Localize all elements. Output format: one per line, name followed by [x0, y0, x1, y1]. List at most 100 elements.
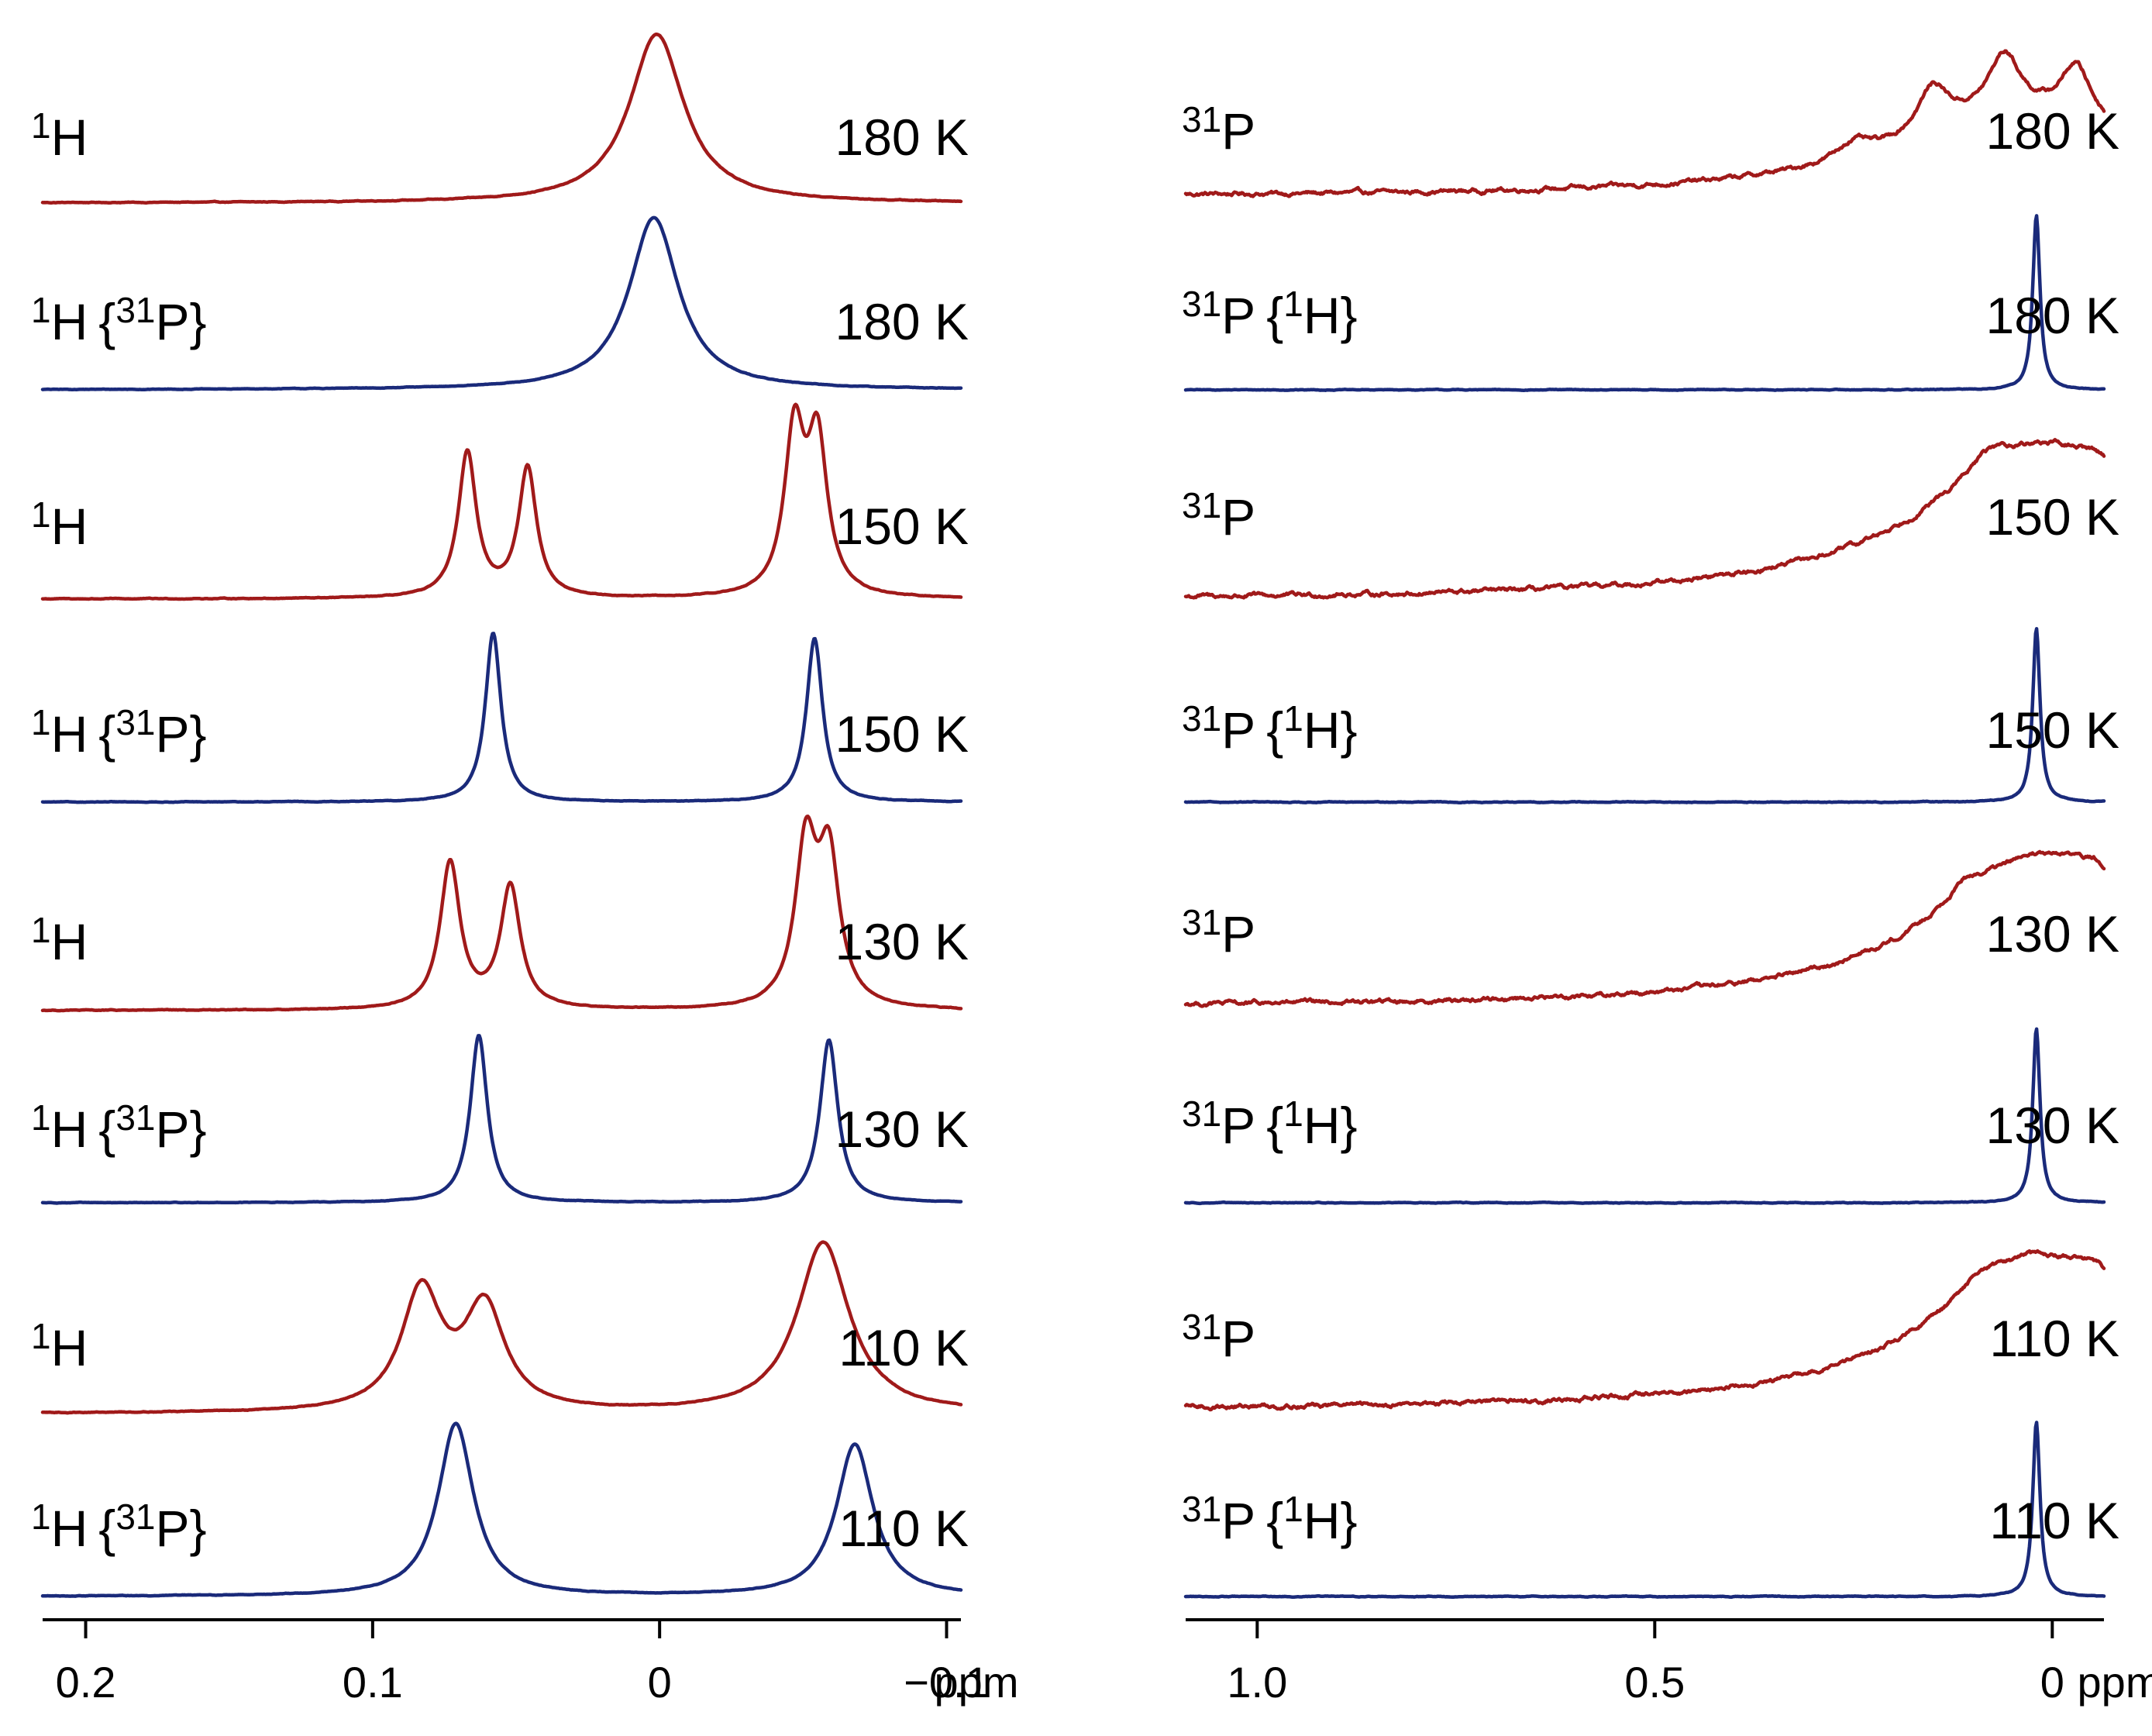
- label-brace-close: }: [1341, 287, 1358, 344]
- label-decoupled-nucleus: H: [1303, 1097, 1341, 1154]
- temperature-label-1-1: 180 K: [1986, 287, 2119, 344]
- spectrum-trace-0-4: [40, 815, 963, 1013]
- spectrum-trace-1-7: [1183, 1421, 2106, 1600]
- label-superscript: 31: [1182, 1489, 1221, 1529]
- temperature-label-0-4: 130 K: [835, 913, 969, 970]
- proton-spectra-panel: 1H 180 K1H {31P} 180 K1H 150 K1H {31P} 150 K1H…: [31, 33, 1018, 1707]
- label-brace-open: {: [98, 705, 115, 763]
- label-decoupled-nucleus: H: [1303, 1492, 1341, 1549]
- temperature-label-1-5: 130 K: [1986, 1097, 2119, 1154]
- spectrum-label-0-7: 1H {31P}: [31, 1497, 207, 1557]
- spectrum-label-0-0: 1H: [31, 105, 88, 166]
- spectrum-trace-1-0: [1183, 49, 2106, 198]
- spectrum-label-0-4: 1H: [31, 910, 88, 970]
- label-decoupled-nucleus: H: [1303, 287, 1341, 344]
- label-brace-open: {: [98, 293, 115, 350]
- label-brace-open: {: [1266, 701, 1283, 759]
- x-tick-label-2: 0: [648, 1658, 672, 1707]
- label-decoupled-superscript: 1: [1283, 698, 1303, 739]
- label-superscript: 1: [31, 290, 51, 330]
- label-superscript: 1: [31, 702, 51, 742]
- x-tick-label-1: 0.1: [343, 1658, 403, 1707]
- label-superscript: 31: [1182, 284, 1221, 324]
- temperature-label-1-3: 150 K: [1986, 701, 2119, 759]
- label-nucleus: P: [1221, 488, 1255, 546]
- spectrum-label-1-6: 31P: [1182, 1307, 1255, 1367]
- spectrum-label-1-4: 31P: [1182, 902, 1255, 963]
- temperature-label-1-4: 130 K: [1986, 905, 2119, 963]
- spectrum-trace-1-1: [1183, 214, 2106, 392]
- spectrum-label-0-6: 1H: [31, 1316, 88, 1376]
- label-superscript: 1: [31, 1316, 51, 1356]
- label-brace-close: }: [190, 705, 207, 763]
- label-nucleus: H: [51, 498, 88, 555]
- spectrum-label-1-0: 31P: [1182, 99, 1255, 160]
- spectrum-trace-0-6: [40, 1240, 963, 1415]
- spectrum-trace-1-3: [1183, 627, 2106, 805]
- label-nucleus: H: [51, 913, 88, 970]
- label-superscript: 1: [31, 910, 51, 950]
- spectrum-label-1-3: 31P {1H}: [1182, 698, 1358, 759]
- x-tick-label-3: −0.1: [904, 1658, 990, 1707]
- label-superscript: 31: [1182, 99, 1221, 140]
- temperature-label-1-2: 150 K: [1986, 488, 2119, 546]
- label-nucleus: H: [51, 705, 88, 763]
- spectrum-trace-1-4: [1183, 849, 2106, 1008]
- label-superscript: 31: [1182, 698, 1221, 739]
- label-decoupled-superscript: 1: [1283, 1094, 1303, 1134]
- label-brace-close: }: [190, 293, 207, 350]
- temperature-label-1-7: 110 K: [1989, 1492, 2119, 1549]
- spectrum-label-0-3: 1H {31P}: [31, 702, 207, 763]
- temperature-label-0-0: 180 K: [835, 108, 969, 166]
- temperature-label-0-5: 130 K: [835, 1100, 969, 1158]
- label-brace-open: {: [1266, 287, 1283, 344]
- label-decoupled-nucleus: H: [1303, 701, 1341, 759]
- label-decoupled-superscript: 31: [115, 290, 155, 330]
- label-superscript: 31: [1182, 1094, 1221, 1134]
- label-nucleus: P: [1221, 102, 1255, 160]
- label-superscript: 31: [1182, 902, 1221, 942]
- label-nucleus: H: [51, 1100, 88, 1158]
- spectrum-trace-0-3: [40, 632, 963, 804]
- x-tick-label-1: 0.5: [1624, 1658, 1685, 1707]
- spectrum-label-1-1: 31P {1H}: [1182, 284, 1358, 344]
- spectrum-label-0-1: 1H {31P}: [31, 290, 207, 350]
- label-nucleus: P: [1221, 1492, 1255, 1549]
- label-brace-open: {: [1266, 1097, 1283, 1154]
- label-nucleus: P: [1221, 701, 1255, 759]
- spectrum-trace-1-2: [1183, 438, 2106, 600]
- x-axis-unit-label: ppm: [2078, 1658, 2152, 1707]
- label-decoupled-superscript: 31: [115, 1097, 155, 1138]
- label-nucleus: H: [51, 1500, 88, 1557]
- label-superscript: 1: [31, 1497, 51, 1537]
- label-superscript: 31: [1182, 1307, 1221, 1347]
- label-nucleus: H: [51, 293, 88, 350]
- spectrum-label-1-2: 31P: [1182, 485, 1255, 546]
- temperature-label-1-6: 110 K: [1989, 1310, 2119, 1367]
- label-nucleus: H: [51, 108, 88, 166]
- label-brace-open: {: [98, 1500, 115, 1557]
- spectrum-label-0-5: 1H {31P}: [31, 1097, 207, 1158]
- label-brace-close: }: [190, 1500, 207, 1557]
- label-superscript: 1: [31, 1097, 51, 1138]
- label-decoupled-superscript: 31: [115, 702, 155, 742]
- x-tick-label-2: 0: [2040, 1658, 2064, 1707]
- temperature-label-0-7: 110 K: [838, 1500, 969, 1557]
- temperature-label-1-0: 180 K: [1986, 102, 2119, 160]
- spectrum-label-0-2: 1H: [31, 494, 88, 555]
- temperature-label-0-2: 150 K: [835, 498, 969, 555]
- spectrum-trace-1-5: [1183, 1027, 2106, 1206]
- spectrum-trace-0-1: [40, 215, 963, 392]
- label-nucleus: P: [1221, 287, 1255, 344]
- spectrum-label-1-7: 31P {1H}: [1182, 1489, 1358, 1549]
- label-nucleus: P: [1221, 1097, 1255, 1154]
- x-tick-label-0: 0.2: [56, 1658, 116, 1707]
- label-nucleus: P: [1221, 905, 1255, 963]
- spectrum-trace-0-0: [40, 33, 963, 205]
- label-decoupled-nucleus: P: [155, 1100, 189, 1158]
- label-brace-open: {: [1266, 1492, 1283, 1549]
- temperature-label-0-1: 180 K: [835, 293, 969, 350]
- label-brace-close: }: [1341, 1492, 1358, 1549]
